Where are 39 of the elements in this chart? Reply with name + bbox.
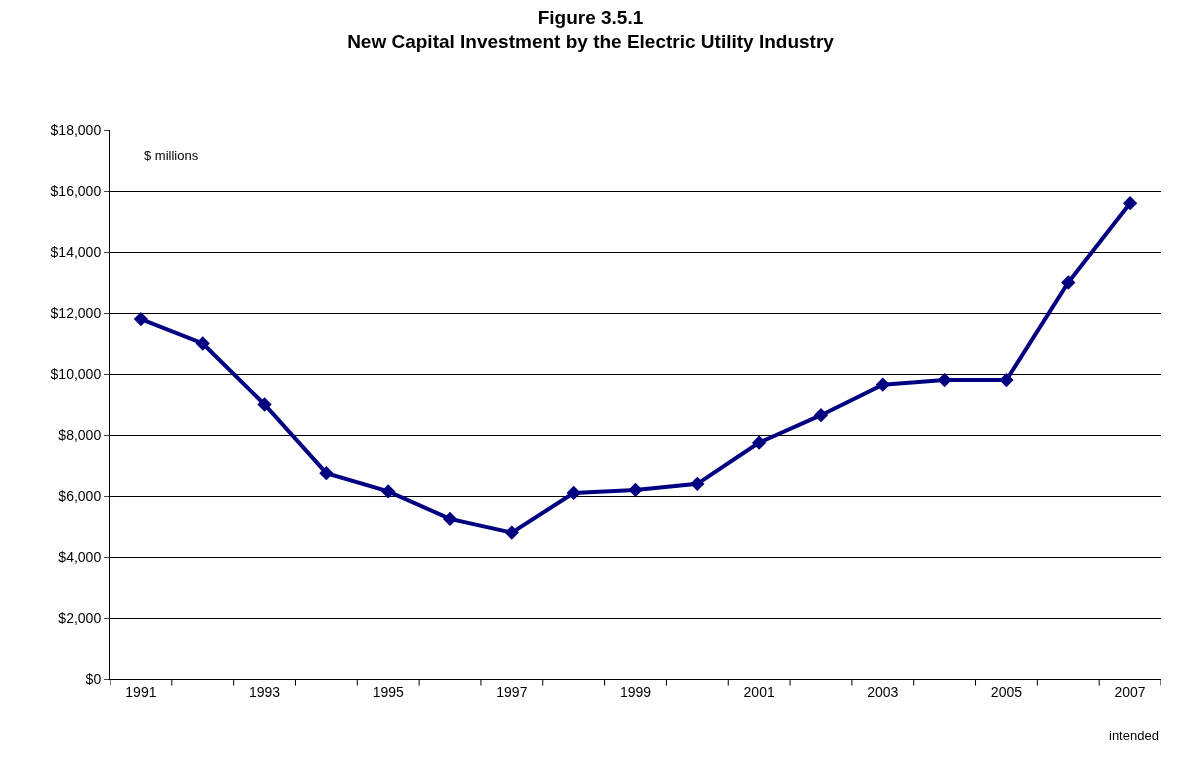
point — [875, 377, 890, 392]
point — [690, 476, 705, 491]
y-tick-label: $18,000 — [50, 121, 102, 138]
annotation: $ millions — [144, 148, 199, 163]
y-tick-label: $6,000 — [58, 487, 102, 504]
point — [1122, 196, 1138, 211]
point — [813, 408, 829, 423]
x-tick-label: 1997 — [496, 683, 528, 700]
point — [937, 372, 952, 388]
chart-title: Figure 3.5.1 New Capital Investment by the Electric Utility Industry — [347, 6, 835, 53]
point — [566, 485, 581, 501]
x-tick-label: 1995 — [372, 683, 404, 700]
point — [752, 435, 767, 450]
point — [628, 482, 643, 498]
x-tick-label: 2007 — [1114, 683, 1146, 700]
y-tick-label: $12,000 — [50, 304, 102, 321]
x-tick-label: 2003 — [867, 683, 899, 700]
point — [504, 525, 519, 540]
y-tick-label: $8,000 — [58, 426, 102, 443]
x-tick-label: 1993 — [248, 683, 281, 700]
y-tick-label: $16,000 — [50, 182, 102, 199]
point — [195, 336, 210, 351]
y-tick-label: $4,000 — [58, 548, 102, 565]
x-tick-label: 1991 — [125, 683, 157, 700]
point — [442, 511, 458, 527]
x-tick-label: 2005 — [990, 683, 1023, 700]
point — [1061, 275, 1076, 290]
point — [999, 372, 1014, 388]
point — [133, 311, 149, 327]
x-tick-label: 1999 — [619, 683, 652, 700]
point — [381, 484, 396, 499]
point — [319, 465, 334, 481]
y-tick-label: $10,000 — [50, 365, 102, 382]
y-tick-label: $0 — [85, 670, 102, 687]
text: intended — [1109, 728, 1159, 743]
x-tick-label: 2001 — [743, 683, 775, 700]
y-tick-label: $14,000 — [50, 243, 102, 260]
y-tick-label: $2,000 — [58, 609, 102, 626]
point — [257, 397, 272, 412]
